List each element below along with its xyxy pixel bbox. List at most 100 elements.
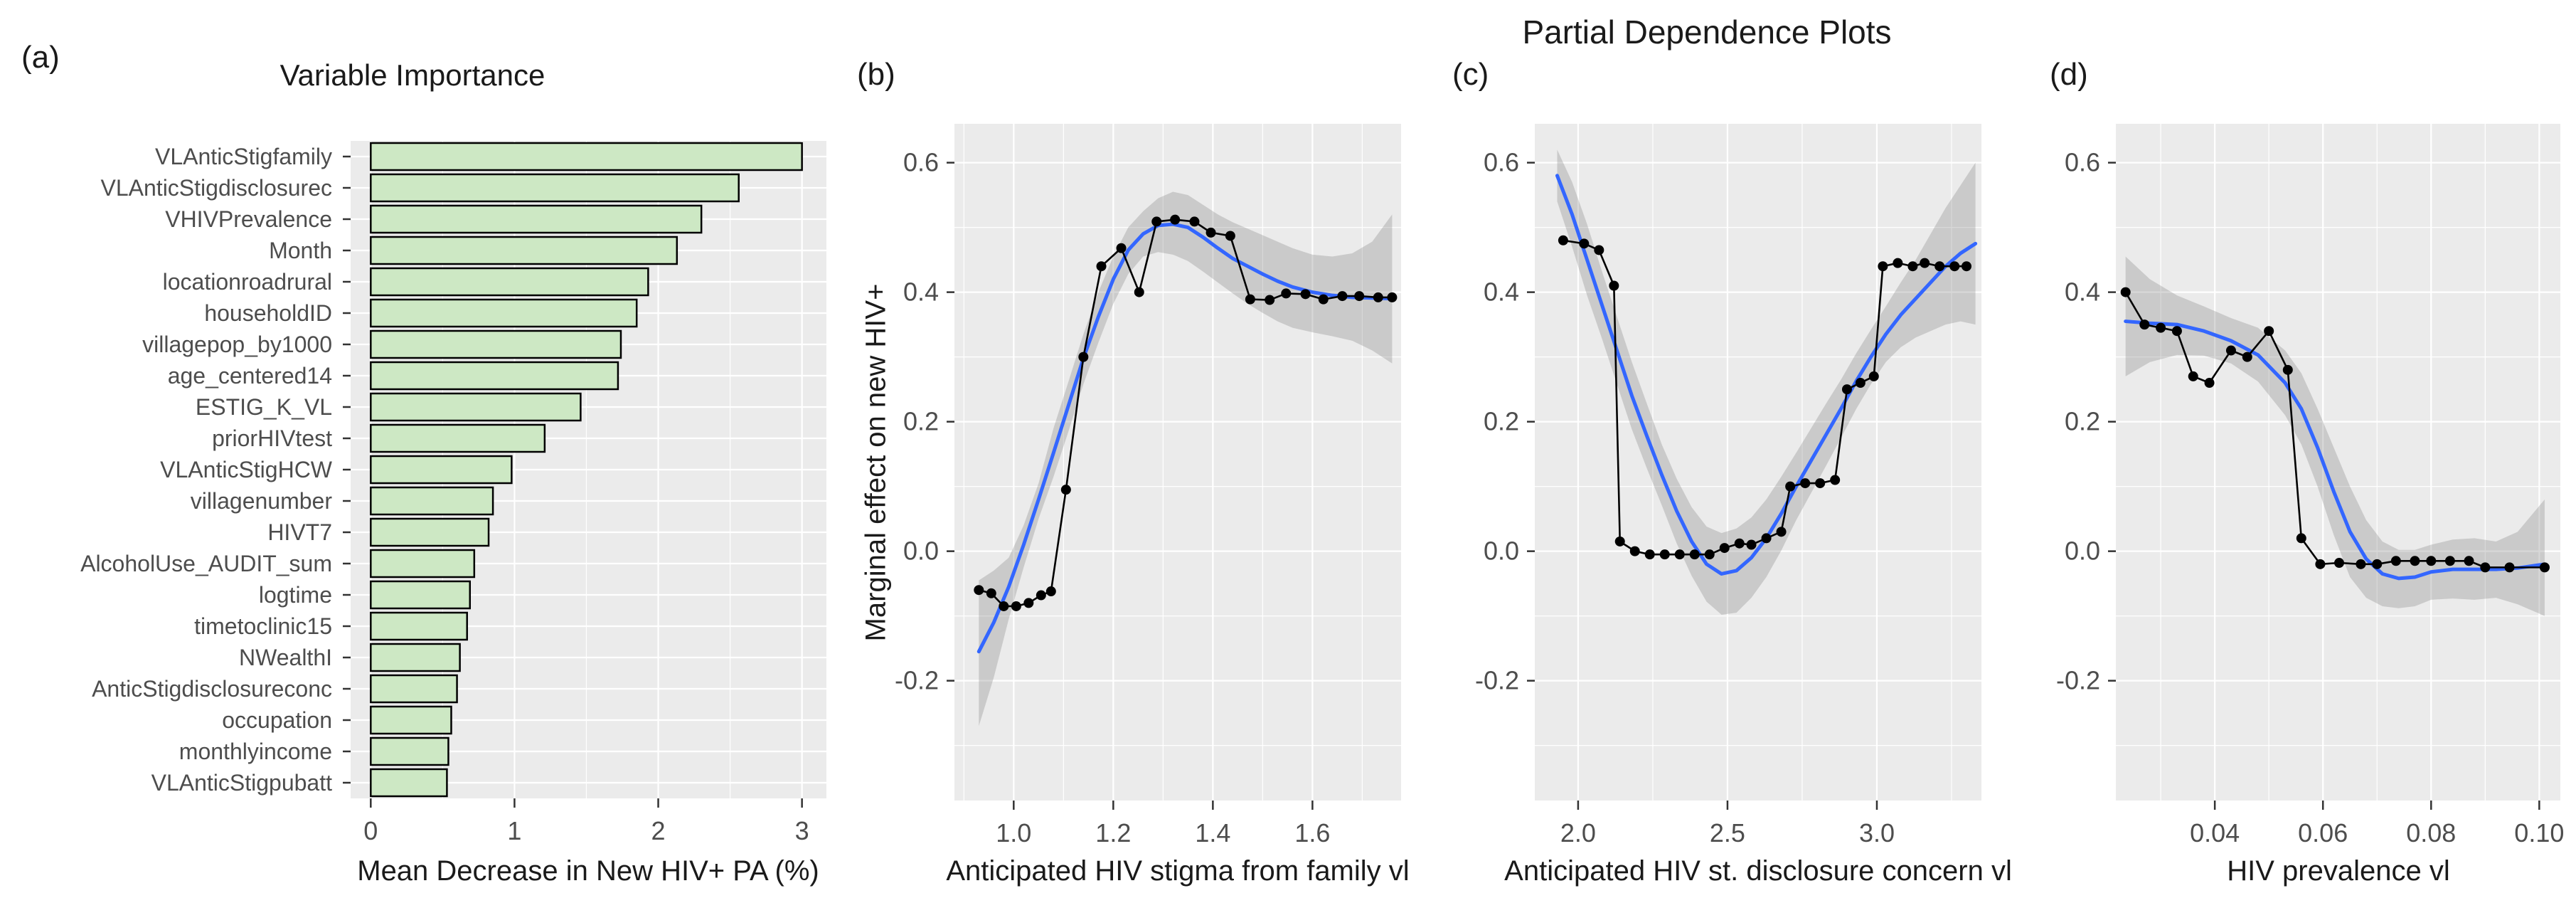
bar (370, 204, 703, 234)
pd-point (1746, 539, 1757, 550)
pd-point (1373, 292, 1383, 302)
pd-point (1776, 527, 1787, 537)
category-label: occupation (222, 707, 332, 733)
pd-point (1225, 231, 1235, 241)
pd-point (1594, 245, 1604, 255)
bar (370, 768, 448, 798)
x-axis-title-d: HIV prevalence vl (2227, 855, 2450, 887)
panel-letter-a: (a) (21, 40, 60, 75)
y-tick-label: 0.2 (903, 407, 939, 436)
pd-point (1704, 549, 1715, 560)
pd-point (1674, 549, 1685, 560)
y-axis-title-b: Marginal effect on new HIV+ (860, 283, 892, 642)
bar (370, 423, 546, 453)
pd-point (2282, 364, 2293, 375)
pd-point (1893, 258, 1903, 268)
pd-point (2539, 562, 2550, 573)
bar-chart-title: Variable Importance (280, 58, 545, 92)
category-label: VLAnticStigfamily (155, 144, 332, 169)
pd-point (2225, 345, 2236, 356)
pd-point (1134, 287, 1144, 297)
x-tick-label: 0.10 (2514, 818, 2564, 847)
category-label: priorHIVtest (212, 426, 332, 451)
pd-point (1151, 216, 1162, 227)
category-label: logtime (259, 582, 332, 608)
pd-point (1734, 538, 1745, 549)
x-tick-label: 1 (507, 816, 521, 845)
pd-point (974, 585, 984, 596)
pd-point (986, 588, 996, 598)
y-tick-label: 0.2 (2065, 407, 2100, 436)
bar (370, 674, 458, 704)
smooth-line (2124, 319, 2547, 581)
x-tick-label: 3 (795, 816, 809, 845)
pd-point (1907, 261, 1918, 272)
category-label: VLAnticStigpubatt (151, 770, 333, 796)
y-tick-label: -0.2 (1475, 666, 1519, 695)
pd-point (2464, 556, 2474, 566)
bar (370, 517, 490, 547)
pd-point (1934, 261, 1945, 272)
pd-point (1629, 546, 1640, 556)
pd-point (1830, 475, 1841, 485)
bar (370, 142, 803, 171)
pd-point (2334, 558, 2345, 569)
category-label: Month (269, 238, 332, 263)
pd-point (1354, 291, 1365, 302)
bar (370, 580, 472, 610)
x-axis-title-b: Anticipated HIV stigma from family vl (946, 855, 1410, 887)
x-tick-label: 1.2 (1095, 818, 1131, 847)
category-label: VLAnticStigdisclosurec (101, 175, 332, 201)
bar (370, 392, 582, 422)
bar (370, 705, 452, 735)
x-tick-label: 0 (363, 816, 378, 845)
pd-point (1205, 227, 1216, 238)
bar (370, 455, 513, 485)
x-tick-label: 3.0 (1859, 818, 1895, 847)
x-axis-title-a: Mean Decrease in New HIV+ PA (%) (357, 855, 819, 887)
pd-point (2242, 352, 2252, 362)
pd-point (2444, 556, 2455, 566)
bar (370, 486, 494, 516)
pd-point (1096, 261, 1107, 272)
pd-point (2139, 319, 2150, 330)
category-label: locationroadrural (163, 269, 332, 295)
y-tick-label: 0.4 (903, 278, 939, 307)
pd-point (1170, 214, 1181, 225)
category-label: AnticStigdisclosureconc (92, 676, 332, 702)
x-tick-label: 2.5 (1710, 818, 1745, 847)
y-tick-label: 0.6 (2065, 148, 2100, 177)
pd-point (1245, 294, 1255, 305)
pd-point (1023, 598, 1034, 608)
x-tick-label: 0.08 (2406, 818, 2456, 847)
pd-point (2204, 378, 2215, 389)
bar (370, 267, 649, 297)
pd-point (1785, 481, 1796, 492)
pd-point (2480, 562, 2491, 573)
confidence-band (1557, 149, 1976, 615)
pd-point (1579, 238, 1590, 249)
y-tick-label: 0.0 (2065, 537, 2100, 566)
y-tick-label: 0.4 (2065, 278, 2100, 307)
pd-point (2156, 322, 2166, 333)
category-label: villagenumber (191, 488, 333, 514)
category-label: VHIVPrevalence (165, 206, 332, 232)
category-label: villagepop_by1000 (142, 332, 332, 357)
pd-point (1609, 280, 1619, 291)
category-label: HIVT7 (267, 519, 332, 545)
pd-point (1078, 352, 1089, 362)
pd-point (1116, 243, 1127, 253)
y-tick-label: 0.4 (1484, 278, 1519, 307)
x-axis-title-c: Anticipated HIV st. disclosure concern v… (1504, 855, 2012, 887)
category-label: NWealthI (239, 645, 332, 670)
pd-point (1011, 601, 1021, 611)
pd-point (2296, 533, 2306, 544)
pd-point (1387, 292, 1398, 302)
pd-point (1265, 295, 1275, 305)
pd-point (2410, 556, 2420, 566)
pd-point (1060, 485, 1071, 495)
panel-letter-b: (b) (857, 57, 895, 92)
x-tick-label: 1.0 (996, 818, 1031, 847)
panel-background-d (2116, 124, 2560, 801)
